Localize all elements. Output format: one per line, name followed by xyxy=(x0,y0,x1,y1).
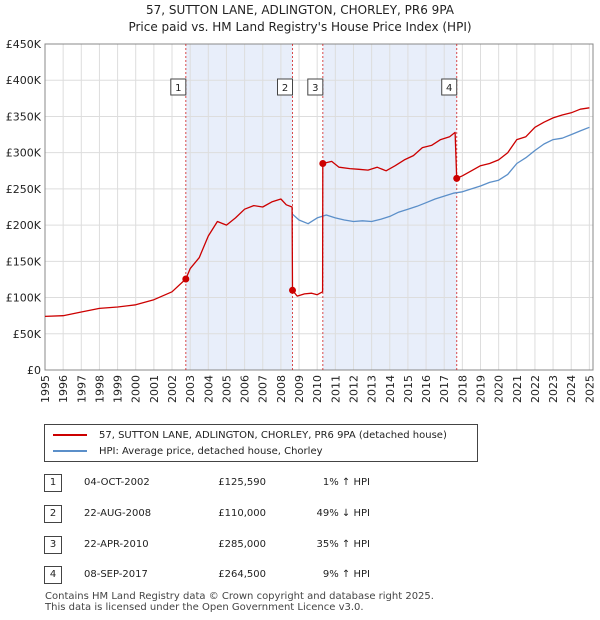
x-tick-label: 2022 xyxy=(529,375,542,403)
sale-hpi-change: 49% ↓ HPI xyxy=(316,508,370,519)
x-tick-label: 2008 xyxy=(275,375,288,403)
sale-point xyxy=(289,286,297,294)
sale-number-label: 4 xyxy=(446,83,452,94)
y-tick-label: £300K xyxy=(6,147,42,160)
y-tick-label: £450K xyxy=(6,38,42,51)
x-tick-label: 2010 xyxy=(311,375,324,403)
footer-licence: This data is licensed under the Open Gov… xyxy=(45,602,364,613)
x-tick-label: 1995 xyxy=(39,375,52,403)
sale-price: £110,000 xyxy=(218,508,266,519)
sale-row: 1 04-OCT-2002 £125,590 1% ↑ HPI xyxy=(0,474,600,494)
x-tick-label: 2023 xyxy=(547,375,560,403)
hpi-line xyxy=(292,126,590,225)
x-tick-label: 2014 xyxy=(384,375,397,403)
sale-date: 22-AUG-2008 xyxy=(84,508,152,519)
property-price-line xyxy=(44,107,590,318)
sale-date: 08-SEP-2017 xyxy=(84,569,148,580)
x-tick-label: 2006 xyxy=(239,375,252,403)
y-tick-label: £50K xyxy=(13,328,42,341)
y-tick-label: £150K xyxy=(6,255,42,268)
chart-title: 57, SUTTON LANE, ADLINGTON, CHORLEY, PR6… xyxy=(146,3,454,17)
sale-row: 2 22-AUG-2008 £110,000 49% ↓ HPI xyxy=(0,505,600,525)
x-tick-label: 2016 xyxy=(420,375,433,403)
legend-swatch-blue xyxy=(53,450,87,452)
sale-number-box xyxy=(170,78,187,96)
y-tick-label: £400K xyxy=(6,74,42,87)
x-tick-label: 2001 xyxy=(148,375,161,403)
x-tick-label: 1999 xyxy=(112,375,125,403)
legend: 57, SUTTON LANE, ADLINGTON, CHORLEY, PR6… xyxy=(44,424,478,462)
x-tick-label: 1998 xyxy=(93,375,106,403)
x-tick-label: 2007 xyxy=(257,375,270,403)
sale-hpi-change: 1% ↑ HPI xyxy=(322,477,370,488)
y-tick-label: £350K xyxy=(6,110,42,123)
x-tick-label: 2004 xyxy=(202,375,215,403)
chart-subtitle: Price paid vs. HM Land Registry's House … xyxy=(128,20,472,34)
x-tick-label: 2021 xyxy=(511,375,524,403)
sale-number-label: 3 xyxy=(312,83,318,94)
sale-date: 22-APR-2010 xyxy=(84,539,149,550)
x-tick-label: 2017 xyxy=(438,375,451,403)
sale-point xyxy=(319,160,327,168)
sale-number-label: 2 xyxy=(282,83,288,94)
sale-hpi-change: 35% ↑ HPI xyxy=(316,539,370,550)
sale-number-box xyxy=(277,78,294,96)
sale-number-box xyxy=(307,78,324,96)
sale-number-label: 1 xyxy=(175,83,181,94)
sale-price: £285,000 xyxy=(218,539,266,550)
legend-item-property: 57, SUTTON LANE, ADLINGTON, CHORLEY, PR6… xyxy=(53,428,447,442)
sale-number-badge: 1 xyxy=(44,474,62,492)
sale-price: £264,500 xyxy=(218,569,266,580)
x-tick-label: 1997 xyxy=(75,375,88,403)
x-tick-label: 2013 xyxy=(366,375,379,403)
x-tick-label: 1996 xyxy=(57,375,70,403)
x-tick-label: 2003 xyxy=(184,375,197,403)
ownership-period-shade xyxy=(185,44,293,370)
x-tick-label: 2018 xyxy=(456,375,469,403)
sale-number-badge: 2 xyxy=(44,505,62,523)
x-tick-label: 2002 xyxy=(166,375,179,403)
x-tick-label: 2012 xyxy=(347,375,360,403)
x-tick-label: 2011 xyxy=(329,375,342,403)
sale-point xyxy=(182,275,190,283)
sale-number-badge: 3 xyxy=(44,536,62,554)
sale-point xyxy=(453,174,461,182)
x-tick-label: 2015 xyxy=(402,375,415,403)
sale-row: 4 08-SEP-2017 £264,500 9% ↑ HPI xyxy=(0,566,600,586)
sale-number-badge: 4 xyxy=(44,566,62,584)
y-tick-label: £200K xyxy=(6,219,42,232)
sale-price: £125,590 xyxy=(218,477,266,488)
legend-item-hpi: HPI: Average price, detached house, Chor… xyxy=(53,444,323,458)
sale-number-box xyxy=(441,78,458,96)
x-tick-label: 2024 xyxy=(565,375,578,403)
sale-date: 04-OCT-2002 xyxy=(84,477,150,488)
x-tick-label: 2009 xyxy=(293,375,306,403)
x-tick-label: 2000 xyxy=(130,375,143,403)
price-chart: £0 £50K £100K £150K £200K £250K £300K £350K £400… xyxy=(6,38,597,403)
x-tick-label: 2005 xyxy=(220,375,233,403)
legend-label-property: 57, SUTTON LANE, ADLINGTON, CHORLEY, PR6… xyxy=(99,429,447,441)
y-tick-label: £0 xyxy=(27,364,41,377)
sale-row: 3 22-APR-2010 £285,000 35% ↑ HPI xyxy=(0,536,600,556)
plot-area xyxy=(45,44,593,370)
legend-swatch-red xyxy=(53,434,87,436)
legend-label-hpi: HPI: Average price, detached house, Chor… xyxy=(99,445,323,457)
x-tick-label: 2019 xyxy=(474,375,487,403)
sale-hpi-change: 9% ↑ HPI xyxy=(322,569,370,580)
x-tick-label: 2020 xyxy=(493,375,506,403)
plot-frame xyxy=(44,43,594,371)
y-tick-label: £250K xyxy=(6,183,42,196)
y-tick-label: £100K xyxy=(6,292,42,305)
x-tick-label: 2025 xyxy=(583,375,596,403)
footer-copyright: Contains HM Land Registry data © Crown c… xyxy=(45,591,434,602)
